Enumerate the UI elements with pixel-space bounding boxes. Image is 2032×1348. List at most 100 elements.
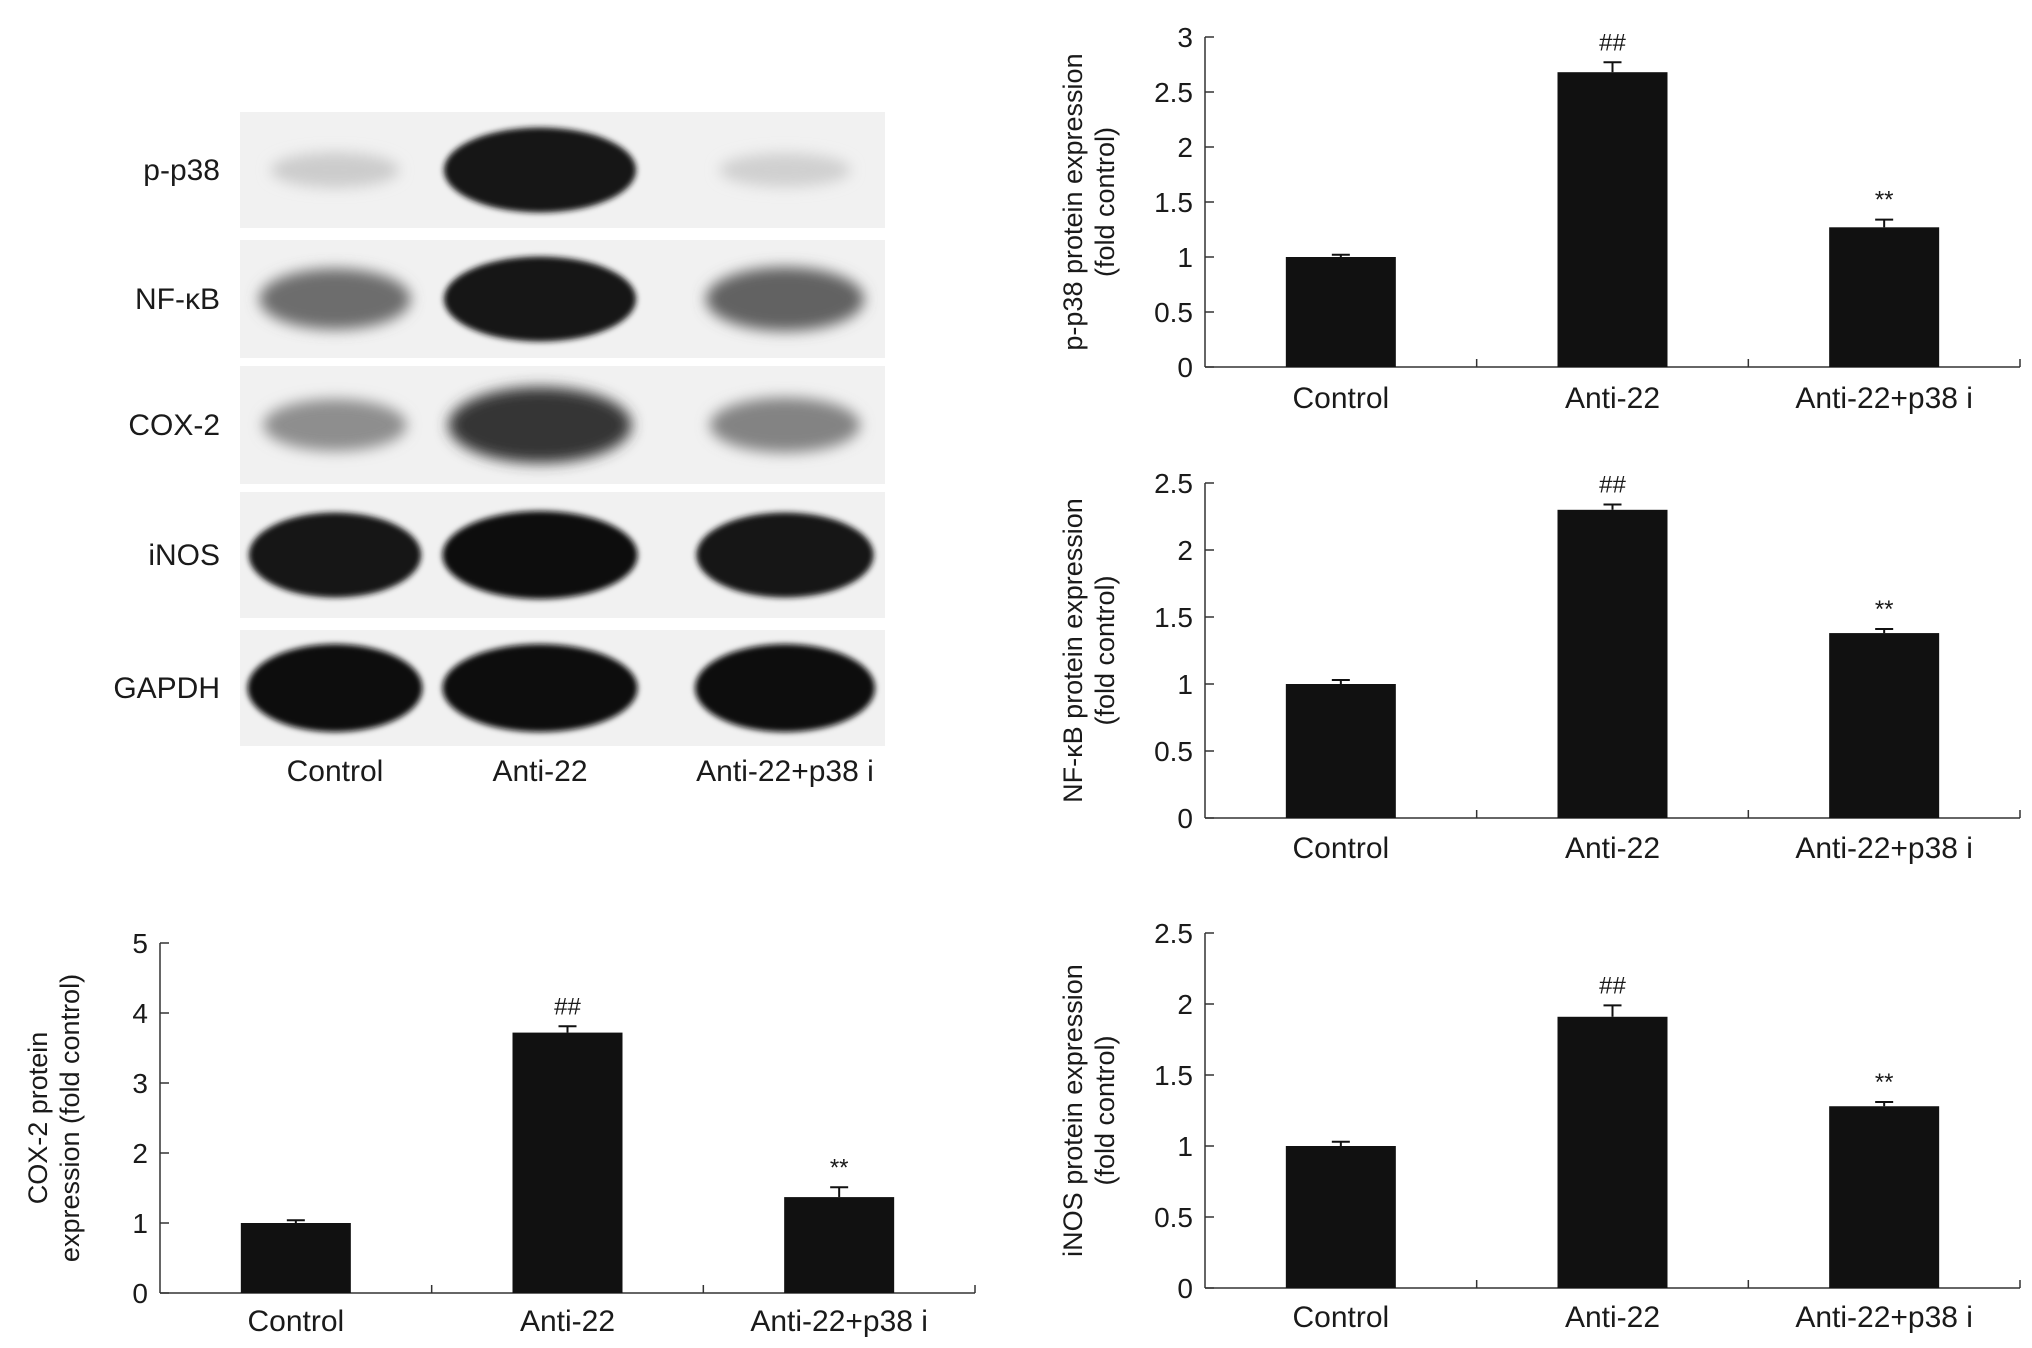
blot-row-nf-b: [240, 240, 885, 358]
bar-anti-22-p38-i: [1829, 1106, 1940, 1288]
category-label: Anti-22: [1565, 382, 1660, 415]
blot-band: [259, 268, 411, 330]
significance-label: **: [1875, 596, 1894, 623]
blot-row-cox-2: [240, 366, 885, 484]
y-tick-label: 0: [1177, 1273, 1193, 1304]
category-label: Anti-22+p38 i: [1795, 382, 1973, 415]
y-axis-title-line: COX-2 protein: [23, 1032, 53, 1205]
y-axis-title-line: expression (fold control): [55, 974, 85, 1262]
y-axis-title: p-p38 protein expression(fold control): [1058, 53, 1120, 350]
category-label: Control: [1292, 1301, 1389, 1334]
category-label: Anti-22+p38 i: [1795, 1301, 1973, 1334]
blot-band: [248, 512, 422, 598]
blot-row-label: GAPDH: [113, 672, 220, 705]
y-tick-label: 2: [1177, 989, 1193, 1020]
category-label: Control: [247, 1305, 344, 1338]
y-tick-label: 0.5: [1154, 736, 1193, 767]
y-tick-label: 2: [132, 1138, 148, 1169]
bar-anti-22: [512, 1032, 623, 1293]
bar-control: [1285, 257, 1396, 367]
blot-band: [696, 512, 874, 598]
y-tick-label: 2: [1177, 535, 1193, 566]
blot-lane-labels: Control Anti-22 Anti-22+p38 i: [287, 755, 874, 788]
y-tick-label: 0: [1177, 352, 1193, 383]
blot-row-gapdh: [240, 630, 885, 746]
blot-row-labels: p-p38 NF-κB COX-2 iNOS GAPDH: [113, 154, 220, 705]
blot-band: [247, 644, 423, 732]
blot-row-label: COX-2: [128, 409, 220, 442]
y-tick-label: 1: [1177, 242, 1193, 273]
bar-control: [1285, 684, 1396, 818]
blot-band: [442, 511, 638, 599]
y-tick-label: 1.5: [1154, 1060, 1193, 1091]
y-axis-title-line: iNOS protein expression: [1058, 964, 1088, 1257]
blot-lane-label: Anti-22+p38 i: [696, 755, 874, 788]
bar-anti-22: [1557, 72, 1668, 367]
blot-band: [443, 127, 637, 213]
y-axis-title: iNOS protein expression(fold control): [1058, 964, 1120, 1257]
y-tick-label: 0.5: [1154, 1202, 1193, 1233]
blot-row-label: p-p38: [143, 154, 220, 187]
y-axis-title-line: (fold control): [1090, 127, 1120, 277]
nf-kb-bar-chart: 0 0.5 1 1.5 2 2.5 Control ## Anti-22 ** Anti-22+p3…: [1058, 468, 2021, 865]
category-label: Control: [1292, 832, 1389, 865]
blot-band: [448, 387, 632, 463]
category-label: Anti-22+p38 i: [1795, 832, 1973, 865]
significance-label: **: [830, 1154, 849, 1181]
y-axis-title-line: (fold control): [1090, 575, 1120, 725]
p-p38-bar-chart: 0 0.5 1 1.5 2 2.5 3 Control ## Anti-22 ** Anti-22+p…: [1058, 22, 2021, 415]
y-axis-title: COX-2 proteinexpression (fold control): [23, 974, 85, 1262]
y-tick-label: 2.5: [1154, 918, 1193, 949]
y-tick-label: 1: [132, 1208, 148, 1239]
y-tick-label: 3: [1177, 22, 1193, 53]
y-tick-label: 4: [132, 998, 148, 1029]
blot-row-label: NF-κB: [135, 283, 220, 316]
blot-row-inos: [240, 492, 885, 618]
significance-label: ##: [1599, 29, 1626, 56]
inos-bar-chart: 0 0.5 1 1.5 2 2.5 Control ## Anti-22 ** Anti-22+p3…: [1058, 918, 2021, 1334]
significance-label: **: [1875, 1069, 1894, 1096]
bar-anti-22-p38-i: [1829, 227, 1940, 367]
y-tick-label: 0.5: [1154, 297, 1193, 328]
significance-label: ##: [1599, 471, 1626, 498]
y-tick-label: 2.5: [1154, 468, 1193, 499]
blot-band: [705, 267, 865, 331]
blot-band: [443, 256, 637, 342]
significance-label: **: [1875, 187, 1894, 214]
y-tick-label: 1: [1177, 1131, 1193, 1162]
y-tick-label: 1.5: [1154, 187, 1193, 218]
y-tick-label: 2: [1177, 132, 1193, 163]
y-tick-label: 0: [1177, 803, 1193, 834]
significance-label: ##: [1599, 972, 1626, 999]
blot-lane-label: Anti-22: [492, 755, 587, 788]
western-blot: p-p38 NF-κB COX-2 iNOS GAPDH Control Anti-22 A…: [113, 112, 885, 788]
bar-control: [1285, 1146, 1396, 1288]
y-tick-label: 0: [132, 1278, 148, 1309]
blot-lane-label: Control: [287, 755, 384, 788]
bar-anti-22: [1557, 1016, 1668, 1288]
blot-band: [270, 152, 400, 188]
bar-anti-22-p38-i: [784, 1197, 895, 1293]
blot-panels: [240, 112, 885, 746]
y-tick-label: 5: [132, 928, 148, 959]
category-label: Anti-22+p38 i: [750, 1305, 928, 1338]
blot-band: [695, 644, 875, 732]
significance-label: ##: [554, 993, 581, 1020]
y-tick-label: 3: [132, 1068, 148, 1099]
y-axis-title-line: NF-κB protein expression: [1058, 498, 1088, 803]
blot-band: [719, 153, 851, 187]
y-axis-title-line: (fold control): [1090, 1035, 1120, 1185]
y-tick-label: 1.5: [1154, 602, 1193, 633]
blot-row-p-p38: [240, 112, 885, 228]
category-label: Anti-22: [520, 1305, 615, 1338]
blot-row-label: iNOS: [148, 539, 220, 572]
blot-band: [709, 397, 861, 453]
y-axis-title-line: p-p38 protein expression: [1058, 53, 1088, 350]
y-axis-title: NF-κB protein expression(fold control): [1058, 498, 1120, 803]
bar-anti-22-p38-i: [1829, 633, 1940, 818]
bar-control: [240, 1223, 351, 1293]
cox-2-bar-chart: 0 1 2 3 4 5 Control ## Anti-22 ** Anti-22+p38 i COX…: [23, 928, 976, 1338]
y-tick-label: 1: [1177, 669, 1193, 700]
category-label: Anti-22: [1565, 832, 1660, 865]
y-tick-label: 2.5: [1154, 77, 1193, 108]
